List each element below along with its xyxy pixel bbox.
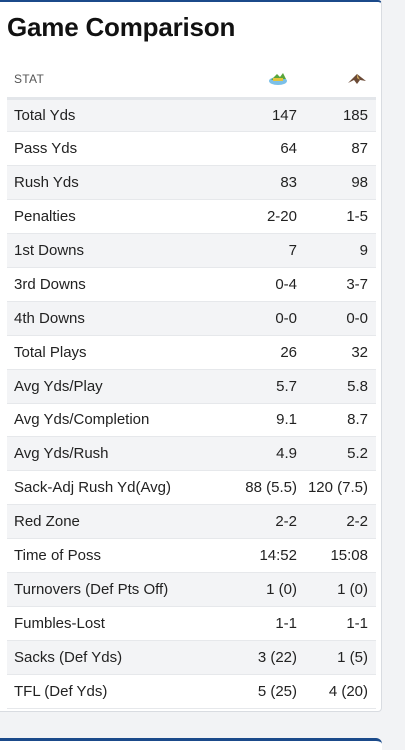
table-row: 4th Downs 0-0 0-0 — [7, 301, 376, 336]
team-1-value: 2-2 — [219, 504, 297, 540]
table-row: Total Plays 26 32 — [7, 335, 376, 370]
stat-label: Avg Yds/Play — [7, 369, 219, 404]
section-title: Game Comparison — [7, 12, 236, 42]
team-2-value: 87 — [297, 131, 376, 167]
stat-label: 3rd Downs — [7, 267, 219, 302]
team-1-value: 83 — [219, 165, 297, 201]
table-row: TFL (Def Yds) 5 (25) 4 (20) — [7, 674, 376, 709]
team-1-value: 1 (0) — [219, 572, 297, 607]
team-2-value: 5.2 — [297, 436, 376, 472]
table-row: Red Zone 2-2 2-2 — [7, 504, 376, 540]
team-2-value: 120 (7.5) — [297, 470, 376, 506]
team-1-value: 5.7 — [219, 369, 297, 404]
team-1-value: 2-20 — [219, 199, 297, 235]
stat-label: Red Zone — [7, 504, 219, 540]
team-1-value: 14:52 — [219, 538, 297, 573]
team-1-value: 147 — [219, 98, 297, 133]
team-2-value: 1 (5) — [297, 640, 376, 675]
team-1-value: 4.9 — [219, 436, 297, 472]
team-1-column-header — [219, 62, 297, 100]
table-row: Avg Yds/Play 5.7 5.8 — [7, 369, 376, 404]
game-comparison-card: Game Comparison STAT — [0, 0, 382, 712]
team-1-value: 0-4 — [219, 267, 297, 302]
team-1-value: 26 — [219, 335, 297, 370]
stat-label: Avg Yds/Completion — [7, 403, 219, 438]
team-2-value: 0-0 — [297, 301, 376, 336]
table-row: 3rd Downs 0-4 3-7 — [7, 267, 376, 302]
team-1-value: 1-1 — [219, 606, 297, 641]
team-2-value: 185 — [297, 98, 376, 133]
table-row: Sack-Adj Rush Yd(Avg) 88 (5.5) 120 (7.5) — [7, 470, 376, 506]
team-2-column-header — [297, 62, 376, 100]
stat-label: Turnovers (Def Pts Off) — [7, 572, 219, 607]
team-1-logo-icon — [267, 71, 289, 87]
table-row: Fumbles-Lost 1-1 1-1 — [7, 606, 376, 641]
team-1-value: 88 (5.5) — [219, 470, 297, 506]
table-row: Penalties 2-20 1-5 — [7, 199, 376, 235]
team-2-value: 8.7 — [297, 403, 376, 438]
team-2-value: 3-7 — [297, 267, 376, 302]
stat-label: Fumbles-Lost — [7, 606, 219, 641]
stat-label: Total Yds — [7, 98, 219, 133]
team-2-logo-icon — [346, 71, 368, 87]
stat-label: Total Plays — [7, 335, 219, 370]
team-2-value: 4 (20) — [297, 674, 376, 709]
stat-label: TFL (Def Yds) — [7, 674, 219, 709]
team-1-value: 7 — [219, 233, 297, 268]
table-row: Avg Yds/Rush 4.9 5.2 — [7, 436, 376, 472]
team-2-value: 1 (0) — [297, 572, 376, 607]
stat-label: Penalties — [7, 199, 219, 235]
team-2-value: 1-1 — [297, 606, 376, 641]
team-2-value: 9 — [297, 233, 376, 268]
table-row: Sacks (Def Yds) 3 (22) 1 (5) — [7, 640, 376, 675]
next-card-edge — [0, 738, 382, 750]
team-2-value: 32 — [297, 335, 376, 370]
table-row: Avg Yds/Completion 9.1 8.7 — [7, 403, 376, 438]
stat-label: Sack-Adj Rush Yd(Avg) — [7, 470, 219, 506]
stat-label: Sacks (Def Yds) — [7, 640, 219, 675]
stat-label: 4th Downs — [7, 301, 219, 336]
stat-label: Pass Yds — [7, 131, 219, 167]
stat-label: Rush Yds — [7, 165, 219, 201]
stat-label: Avg Yds/Rush — [7, 436, 219, 472]
team-2-value: 1-5 — [297, 199, 376, 235]
team-1-value: 3 (22) — [219, 640, 297, 675]
table-row: Total Yds 147 185 — [7, 98, 376, 133]
team-2-value: 5.8 — [297, 369, 376, 404]
team-2-value: 2-2 — [297, 504, 376, 540]
team-1-value: 5 (25) — [219, 674, 297, 709]
table-header-row: STAT — [7, 62, 376, 100]
team-1-value: 0-0 — [219, 301, 297, 336]
team-2-value: 98 — [297, 165, 376, 201]
table-row: 1st Downs 7 9 — [7, 233, 376, 268]
team-2-value: 15:08 — [297, 538, 376, 573]
table-row: Pass Yds 64 87 — [7, 131, 376, 167]
table-row: Rush Yds 83 98 — [7, 165, 376, 201]
stat-label: 1st Downs — [7, 233, 219, 268]
table-row: Time of Poss 14:52 15:08 — [7, 538, 376, 573]
stat-column-header: STAT — [7, 62, 219, 100]
comparison-table: STAT — [7, 62, 376, 709]
team-1-value: 64 — [219, 131, 297, 167]
stat-label: Time of Poss — [7, 538, 219, 573]
team-1-value: 9.1 — [219, 403, 297, 438]
table-row: Turnovers (Def Pts Off) 1 (0) 1 (0) — [7, 572, 376, 607]
